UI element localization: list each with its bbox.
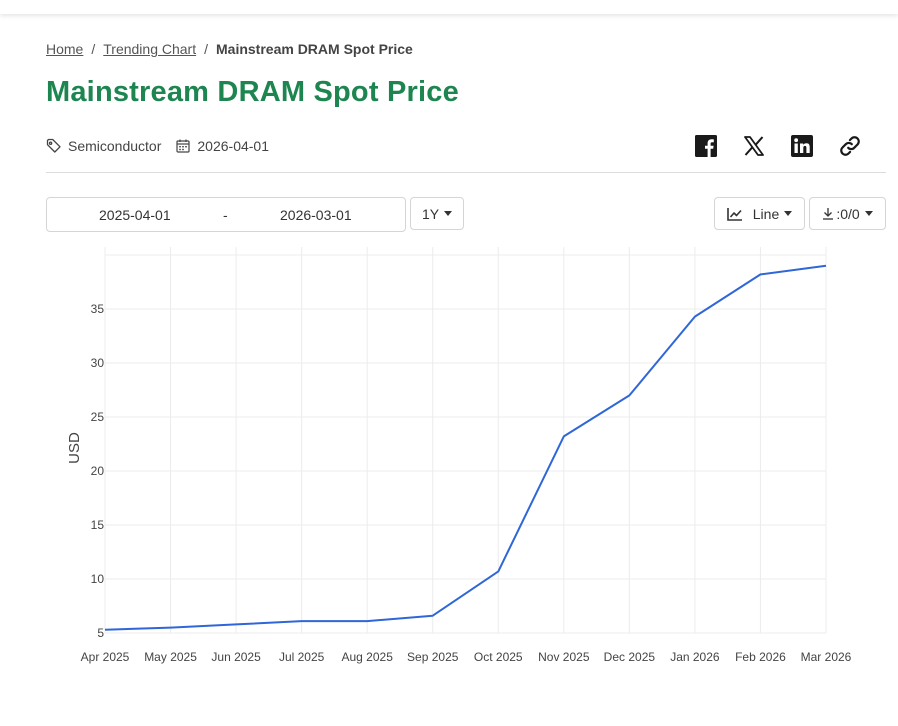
breadcrumb-current: Mainstream DRAM Spot Price: [216, 41, 413, 57]
x-tick-label: Nov 2025: [538, 650, 590, 664]
y-tick-label: 5: [97, 626, 104, 640]
line-chart-icon: [726, 207, 743, 221]
top-bar: [0, 0, 898, 14]
x-tick-label: May 2025: [144, 650, 197, 664]
tag-icon: [46, 138, 62, 154]
x-tick-label: Sep 2025: [407, 650, 459, 664]
series-line: [104, 264, 827, 631]
breadcrumb: Home / Trending Chart / Mainstream DRAM Spot…: [46, 41, 413, 57]
y-tick-label: 25: [91, 410, 105, 424]
linkedin-icon[interactable]: [790, 134, 814, 158]
chevron-down-icon: [864, 211, 873, 216]
published-date: 2026-04-01: [197, 138, 270, 154]
x-icon[interactable]: [742, 134, 766, 158]
facebook-icon[interactable]: [694, 134, 718, 158]
y-tick-label: 35: [91, 302, 105, 316]
date-range-picker[interactable]: 2025-04-01 - 2026-03-01: [46, 197, 406, 232]
y-tick-label: 15: [91, 518, 105, 532]
divider: [46, 172, 886, 173]
range-end-date[interactable]: 2026-03-01: [280, 207, 352, 223]
x-tick-label: Jan 2026: [670, 650, 720, 664]
x-tick-label: Mar 2026: [801, 650, 852, 664]
share-bar: [694, 134, 862, 158]
calendar-icon: [175, 138, 191, 154]
category-label[interactable]: Semiconductor: [68, 138, 162, 154]
x-tick-label: Dec 2025: [604, 650, 656, 664]
period-label: 1Y: [421, 205, 440, 222]
link-icon[interactable]: [838, 134, 862, 158]
chart-type-dropdown[interactable]: Line: [714, 197, 805, 230]
y-axis-label: USD: [66, 432, 83, 464]
period-dropdown[interactable]: 1Y: [410, 197, 464, 230]
x-tick-label: Oct 2025: [474, 650, 523, 664]
range-separator: -: [223, 207, 228, 223]
chevron-down-icon: [784, 211, 793, 216]
y-tick-label: 20: [91, 464, 105, 478]
x-tick-label: Jul 2025: [279, 650, 325, 664]
chevron-down-icon: [444, 211, 453, 216]
breadcrumb-trending-chart-link[interactable]: Trending Chart: [103, 41, 197, 57]
meta-row: Semiconductor 2026-04-01: [46, 138, 269, 154]
chart-type-label: Line: [752, 205, 780, 222]
breadcrumb-separator: /: [91, 41, 96, 57]
range-start-date[interactable]: 2025-04-01: [99, 207, 171, 223]
page-title: Mainstream DRAM Spot Price: [46, 76, 459, 108]
y-tick-label: 10: [91, 572, 105, 586]
download-icon: [822, 207, 834, 220]
x-tick-label: Aug 2025: [341, 650, 393, 664]
x-tick-label: Jun 2025: [211, 650, 261, 664]
breadcrumb-separator: /: [204, 41, 208, 57]
download-dropdown[interactable]: :0/0: [809, 197, 886, 230]
download-label: :0/0: [836, 205, 860, 222]
x-tick-label: Apr 2025: [81, 650, 130, 664]
y-tick-label: 30: [91, 356, 105, 370]
x-tick-label: Feb 2026: [735, 650, 786, 664]
breadcrumb-home-link[interactable]: Home: [46, 41, 84, 57]
